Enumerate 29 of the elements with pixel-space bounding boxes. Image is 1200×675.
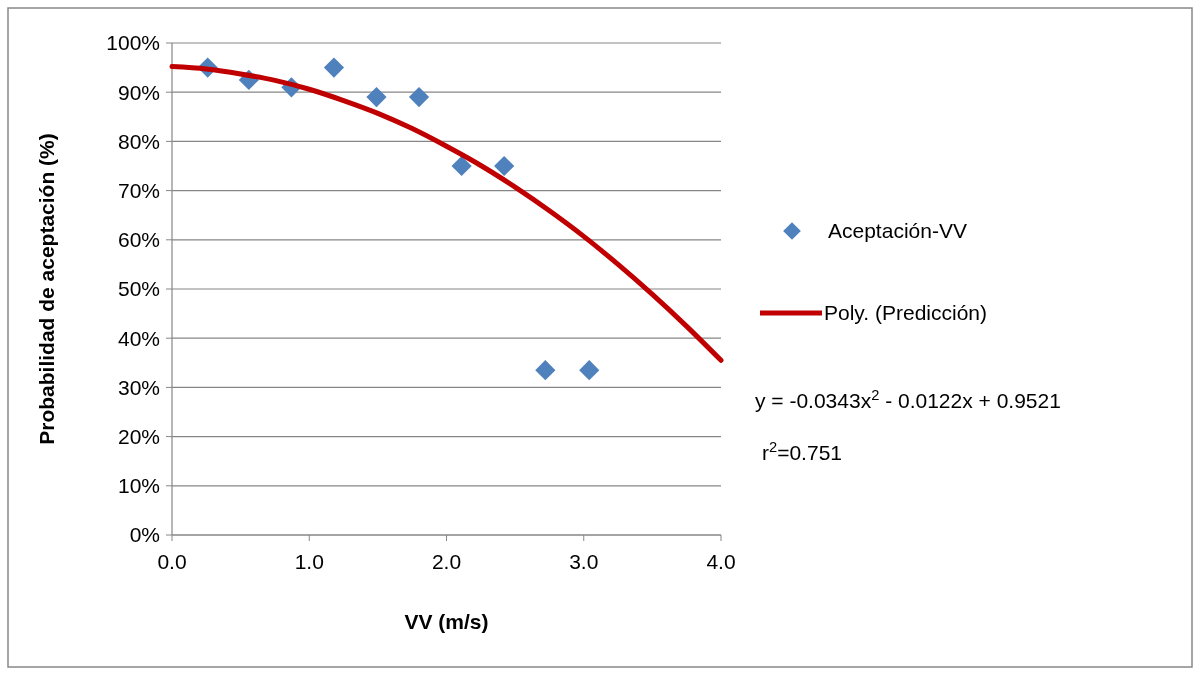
point xyxy=(408,87,430,108)
x-tick-label: 1.0 xyxy=(294,550,324,573)
text: r$^{2}$=0.751 xyxy=(762,439,842,464)
point xyxy=(579,360,600,381)
x-tick-label: 0.0 xyxy=(157,550,187,573)
y-tick-label: 30% xyxy=(117,375,160,399)
point xyxy=(451,155,472,177)
y-tick-label: 40% xyxy=(117,326,160,350)
x-tick-label: 2.0 xyxy=(431,550,462,573)
y-tick-label: 80% xyxy=(117,129,160,153)
y-tick-label: 100% xyxy=(106,31,160,55)
legend-label: Aceptación-VV xyxy=(828,219,967,243)
point xyxy=(535,360,556,381)
point xyxy=(494,155,515,177)
y-tick-label: 20% xyxy=(117,424,160,448)
y-axis-title: Probabilidad de aceptación (%) xyxy=(35,133,58,445)
y-tick-label: 0% xyxy=(129,523,160,547)
legend-label: Poly. (Predicción) xyxy=(824,301,987,325)
x-axis-title: VV (m/s) xyxy=(404,610,489,633)
x-tick-label: 4.0 xyxy=(706,550,736,573)
y-tick-label: 70% xyxy=(117,178,160,202)
y-tick-label: 90% xyxy=(117,80,160,104)
y-tick-label: 60% xyxy=(117,228,160,252)
y-tick-label: 50% xyxy=(117,277,160,301)
x-tick-label: 3.0 xyxy=(569,550,599,573)
point xyxy=(366,87,387,108)
point xyxy=(323,57,345,78)
y-tick-label: 10% xyxy=(117,474,160,498)
text: y = -0.0343x$^{2}$ - 0.0122x + 0.9521 xyxy=(755,387,1061,412)
